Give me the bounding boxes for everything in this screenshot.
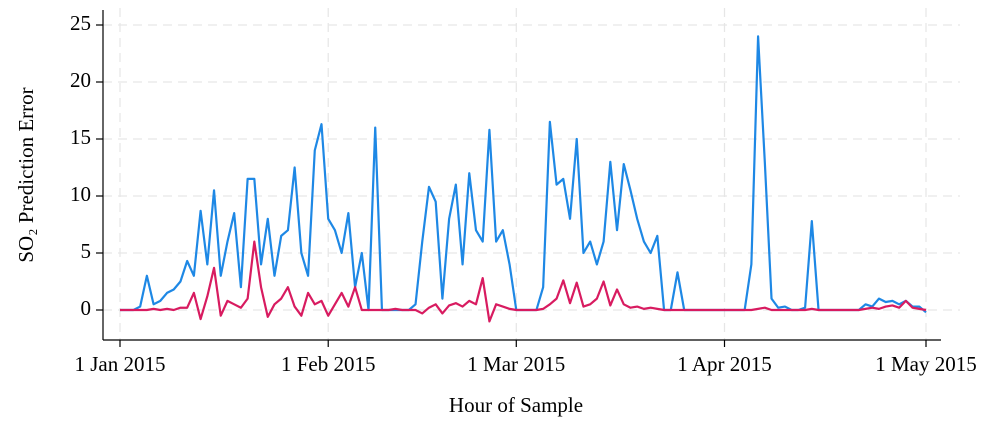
y-tick-label: 15 xyxy=(70,125,91,149)
y-tick-label: 0 xyxy=(81,296,92,320)
x-tick-label: 1 Apr 2015 xyxy=(677,352,772,376)
line-series xyxy=(120,35,927,314)
y-axis-title: SO₂ Prediction Error xyxy=(14,87,38,262)
y-tick-label: 10 xyxy=(70,182,91,206)
y-tick-label: 25 xyxy=(70,11,91,35)
x-tick-label: 1 Jan 2015 xyxy=(75,352,166,376)
x-axis-title: Hour of Sample xyxy=(449,393,583,417)
x-tick-label: 1 May 2015 xyxy=(875,352,977,376)
x-tick-label: 1 Feb 2015 xyxy=(281,352,376,376)
y-tick-label: 5 xyxy=(81,239,92,263)
line-series xyxy=(120,240,927,323)
x-tick-label: 1 Mar 2015 xyxy=(467,352,565,376)
y-tick-label: 20 xyxy=(70,68,91,92)
